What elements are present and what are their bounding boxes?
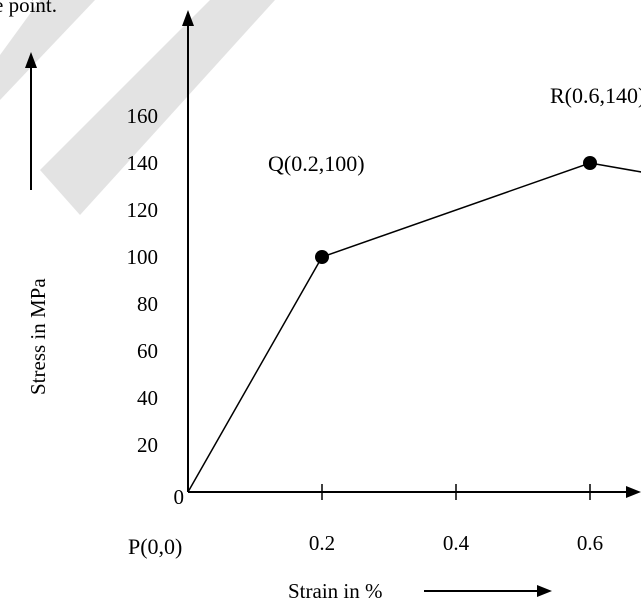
y-tick-label: 140 (127, 151, 159, 175)
y-tick-label: 120 (127, 198, 159, 222)
watermark (0, 0, 275, 215)
ticks-layer: 0.20.40.60.81020406080100120140160 (127, 104, 604, 555)
y-tick-label: 40 (137, 386, 158, 410)
y-tick-label: 100 (127, 245, 159, 269)
x-axis-title: Strain in % (288, 579, 383, 603)
ylabel-arrow-head (25, 52, 37, 68)
x-tick-label: 0.4 (443, 531, 470, 555)
xlabel-arrow-head (537, 585, 552, 597)
y-axis-arrowhead (182, 10, 194, 26)
y-tick-label: 60 (137, 339, 158, 363)
header-text: e point. (0, 0, 57, 17)
x-tick-label: 0.2 (309, 531, 335, 555)
data-point-marker (583, 156, 597, 170)
y-tick-label: 20 (137, 433, 158, 457)
data-point-label: R(0.6,140) (550, 83, 641, 108)
data-point-label: Q(0.2,100) (268, 151, 365, 176)
x-axis-arrowhead (626, 486, 641, 498)
axes (187, 20, 630, 493)
data-point-marker (315, 250, 329, 264)
data-point-label: P(0,0) (128, 534, 182, 559)
y-tick-label: 80 (137, 292, 158, 316)
series-layer: P(0,0)Q(0.2,100)R(0.6,140)S(0.8,130) (128, 83, 641, 559)
y-tick-label: 160 (127, 104, 159, 128)
series-line (187, 162, 641, 493)
x-tick-label: 0.6 (577, 531, 603, 555)
y-axis-title: Stress in MPa (26, 278, 50, 395)
y-tick-label: 0 (174, 485, 185, 509)
